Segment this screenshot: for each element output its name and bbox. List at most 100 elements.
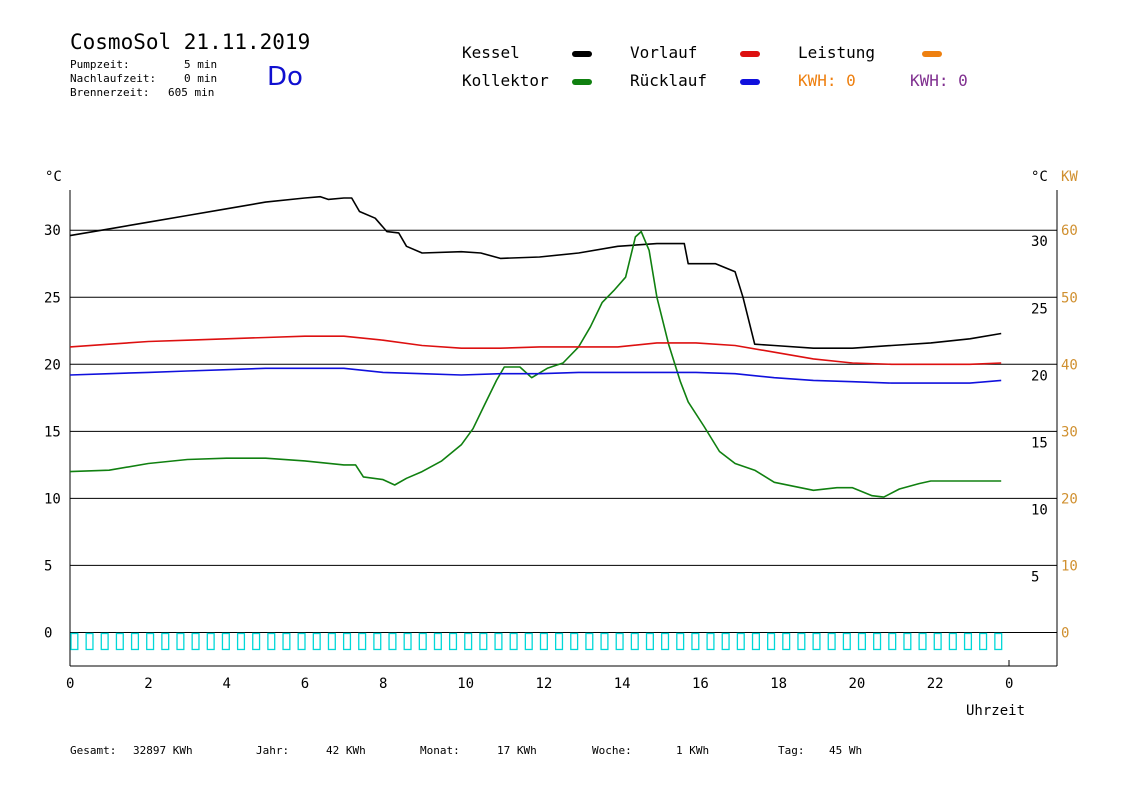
pump-pulse-48	[797, 632, 806, 651]
y-tick-left-15: 15	[44, 424, 61, 440]
y-tick-left-30: 30	[44, 223, 61, 239]
legend-kessel-swatch	[572, 51, 592, 57]
footer-tag-value: 45 Wh	[829, 744, 863, 757]
y-tick-right-5: 5	[1031, 569, 1039, 585]
legend-leistung-label: Leistung	[798, 43, 876, 62]
pump-pulse-49	[812, 632, 821, 651]
pump-pulse-22	[403, 632, 412, 651]
y-tick-kw-30: 30	[1061, 424, 1078, 440]
pump-pulse-40	[676, 632, 685, 651]
stat-brennerzeit-value: 605 min	[168, 86, 215, 99]
y-tick-kw-10: 10	[1061, 558, 1078, 574]
x-tick-0: 0	[66, 676, 74, 692]
pump-pulse-24	[433, 632, 442, 651]
pump-pulse-58	[948, 632, 957, 651]
pump-pulse-52	[857, 632, 867, 651]
y-axis-label-left: °C	[45, 169, 62, 185]
pump-pulse-6	[161, 632, 170, 651]
pump-pulse-9	[206, 632, 215, 651]
y-tick-kw-50: 50	[1061, 290, 1078, 306]
pump-pulse-16	[312, 632, 321, 651]
pump-pulse-2	[100, 632, 109, 651]
pump-pulse-51	[842, 632, 851, 651]
pump-pulse-38	[645, 632, 654, 651]
legend-vorlauf-swatch	[740, 51, 760, 57]
pump-pulse-57	[933, 632, 942, 651]
footer-tag-label: Tag:	[778, 744, 805, 757]
footer-monat-value: 17 KWh	[497, 744, 537, 757]
stat-pumpzeit-label: Pumpzeit:	[70, 58, 130, 71]
pump-pulse-19	[358, 632, 367, 651]
y-tick-right-25: 25	[1031, 301, 1048, 317]
pump-pulse-11	[236, 632, 246, 651]
y-tick-kw-0: 0	[1061, 625, 1069, 641]
legend-kwh-purple: KWH: 0	[910, 71, 968, 90]
pump-pulse-42	[706, 632, 715, 651]
chart-title: CosmoSol 21.11.2019	[70, 30, 311, 54]
x-tick-2: 4	[223, 676, 231, 692]
series-line-kollektor	[69, 230, 1002, 498]
legend-vorlauf-label: Vorlauf	[630, 43, 698, 62]
pump-pulse-8	[191, 632, 200, 651]
x-tick-8: 16	[692, 676, 709, 692]
pump-pulse-30	[524, 632, 533, 651]
pump-pulse-35	[600, 632, 609, 651]
y-tick-kw-20: 20	[1061, 491, 1078, 507]
x-tick-3: 6	[301, 676, 309, 692]
series-line-ruecklauf	[69, 367, 1002, 384]
legend-kessel-label: Kessel	[462, 43, 520, 62]
pump-pulse-13	[267, 632, 276, 651]
stat-brennerzeit-label: Brennerzeit:	[70, 86, 150, 99]
pump-pulse-20	[373, 632, 382, 651]
pump-pulse-17	[327, 632, 336, 651]
pump-pulse-14	[282, 632, 291, 651]
footer-jahr-label: Jahr:	[256, 744, 290, 757]
pump-pulse-53	[873, 632, 882, 651]
x-tick-7: 14	[614, 676, 631, 692]
pump-pulse-43	[721, 632, 730, 651]
series-line-vorlauf	[69, 335, 1002, 366]
pump-pulse-50	[827, 632, 836, 651]
pump-pulse-23	[418, 632, 427, 651]
pump-pulse-56	[918, 632, 927, 651]
footer-jahr-value: 42 KWh	[326, 744, 366, 757]
pump-pulse-39	[661, 632, 670, 651]
pump-pulse-41	[691, 632, 700, 651]
footer-woche-label: Woche:	[592, 744, 632, 757]
pump-pulse-21	[388, 632, 397, 651]
stat-nachlaufzeit-value: 0 min	[184, 72, 218, 85]
pump-pulse-33	[570, 632, 579, 651]
y-tick-kw-40: 40	[1061, 357, 1078, 373]
y-axis-label-right: °C	[1031, 169, 1048, 185]
legend-leistung-swatch	[922, 51, 942, 57]
pump-pulse-3	[115, 632, 124, 651]
pump-pulse-37	[630, 632, 639, 651]
pump-pulse-0	[70, 632, 79, 651]
pump-pulse-28	[494, 632, 503, 651]
pump-pulse-12	[252, 632, 261, 651]
x-tick-5: 10	[457, 676, 474, 692]
y-tick-right-10: 10	[1031, 502, 1048, 518]
pump-pulse-45	[751, 632, 760, 651]
x-tick-6: 12	[536, 676, 553, 692]
y-tick-left-25: 25	[44, 290, 61, 306]
pump-pulse-60	[979, 632, 988, 651]
legend-kollektor-label: Kollektor	[462, 71, 549, 90]
legend-kwh-orange: KWH: 0	[798, 71, 856, 90]
pump-pulse-4	[130, 632, 140, 651]
pump-pulse-32	[554, 632, 564, 651]
stat-pumpzeit-value: 5 min	[184, 58, 218, 71]
pump-pulse-36	[615, 632, 624, 651]
pump-pulse-18	[342, 632, 352, 651]
y-tick-kw-60: 60	[1061, 223, 1078, 239]
pump-pulse-46	[767, 632, 776, 651]
x-tick-9: 18	[770, 676, 787, 692]
x-tick-11: 22	[927, 676, 944, 692]
pump-pulse-27	[479, 632, 488, 651]
pump-pulse-7	[176, 632, 185, 651]
y-tick-right-20: 20	[1031, 368, 1048, 384]
footer-woche-value: 1 KWh	[676, 744, 710, 757]
x-axis-label: Uhrzeit	[966, 703, 1025, 719]
legend-ruecklauf-label: Rücklauf	[630, 71, 708, 90]
